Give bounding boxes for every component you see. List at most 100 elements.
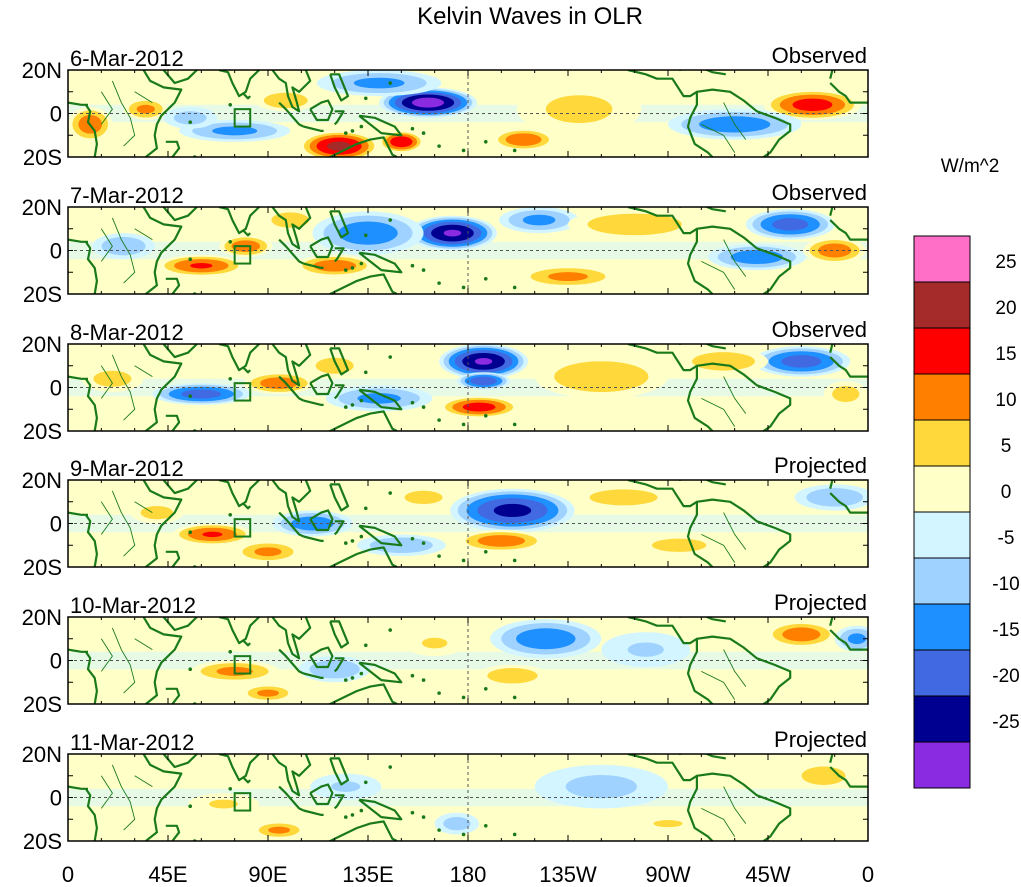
contour-level bbox=[390, 136, 413, 148]
country-border bbox=[701, 397, 736, 427]
map-panel: 20N 0 20S 10-Mar-2012 Projected bbox=[22, 590, 869, 717]
island-dot bbox=[437, 418, 441, 422]
anomaly-blob bbox=[803, 237, 866, 264]
island-dot bbox=[461, 148, 466, 153]
map-panel: 20N 0 20S 11-Mar-2012 Projected bbox=[22, 727, 869, 854]
country-border bbox=[701, 807, 736, 837]
island-dot bbox=[483, 139, 488, 144]
anomaly-blob bbox=[601, 632, 691, 668]
panel-status: Observed bbox=[772, 180, 867, 205]
chart-title: Kelvin Waves in OLR bbox=[417, 3, 643, 30]
coastline bbox=[329, 620, 350, 649]
anomaly-blob bbox=[476, 664, 548, 687]
coastline bbox=[333, 657, 345, 673]
coastline bbox=[242, 503, 251, 510]
anomaly-blob bbox=[299, 130, 380, 157]
island-dot bbox=[410, 810, 415, 815]
coastline bbox=[358, 661, 403, 684]
island-dot bbox=[363, 643, 368, 648]
colorbar-tick-label: 5 bbox=[1001, 436, 1012, 457]
x-tick-label: 45W bbox=[745, 862, 790, 887]
coastline bbox=[242, 367, 251, 374]
island-dot bbox=[343, 268, 348, 272]
island-dot bbox=[363, 780, 368, 785]
coastline bbox=[68, 785, 88, 790]
anomaly-blob bbox=[794, 484, 868, 511]
contour-level bbox=[589, 489, 658, 506]
island-dot bbox=[228, 650, 233, 654]
coastline bbox=[271, 480, 312, 523]
colorbar-swatch bbox=[913, 373, 971, 421]
colorbar-units: W/m^2 bbox=[941, 156, 1000, 177]
coastline bbox=[162, 480, 198, 495]
coastline bbox=[303, 535, 324, 543]
coastline bbox=[829, 617, 834, 626]
island-dot bbox=[343, 541, 348, 545]
contour-level bbox=[792, 98, 833, 112]
contour-level bbox=[493, 503, 532, 518]
x-axis: 0 45E 90E 135E 180 135W 90W 45W 0 bbox=[62, 862, 874, 887]
country-border bbox=[100, 365, 113, 399]
panel-status: Projected bbox=[774, 453, 867, 478]
coastlines bbox=[68, 207, 868, 294]
country-border bbox=[111, 80, 136, 147]
island-dot bbox=[188, 120, 193, 124]
coastline bbox=[333, 520, 345, 536]
y-tick-label: 20S bbox=[23, 829, 62, 854]
island-dot bbox=[461, 695, 466, 700]
region-box bbox=[233, 518, 252, 538]
island-dot bbox=[350, 266, 355, 270]
anomaly-blob bbox=[519, 265, 617, 288]
anomaly-blob bbox=[439, 396, 520, 418]
coastline bbox=[162, 617, 198, 632]
country-border bbox=[134, 365, 153, 377]
coastline bbox=[278, 511, 305, 538]
country-border bbox=[701, 260, 736, 290]
panel-date: 11-Mar-2012 bbox=[70, 730, 194, 755]
coastline bbox=[278, 648, 305, 675]
y-tick-label: 20N bbox=[22, 605, 62, 630]
anomaly-blob bbox=[792, 762, 855, 789]
anomaly-blob bbox=[568, 209, 702, 240]
coastline bbox=[333, 794, 345, 810]
coastline bbox=[333, 247, 345, 263]
country-border bbox=[701, 670, 736, 700]
island-dot bbox=[350, 403, 355, 407]
contour-level bbox=[190, 263, 213, 269]
country-border bbox=[134, 228, 153, 240]
y-tick-label: 20S bbox=[23, 555, 62, 580]
island-dot bbox=[421, 405, 426, 409]
country-border bbox=[134, 501, 153, 513]
contour-level bbox=[548, 272, 588, 282]
panel-date: 7-Mar-2012 bbox=[70, 183, 184, 208]
anomaly-blob bbox=[450, 488, 575, 533]
y-tick-label: 20S bbox=[23, 282, 62, 307]
x-tick-label: 135W bbox=[539, 862, 597, 887]
coastline bbox=[142, 207, 183, 294]
coastline bbox=[679, 207, 726, 213]
contour-level bbox=[404, 490, 443, 505]
coastline bbox=[142, 754, 183, 841]
anomaly-blob bbox=[765, 621, 837, 648]
y-tick-label: 20S bbox=[23, 419, 62, 444]
coastline bbox=[242, 93, 251, 100]
island-dot bbox=[359, 534, 364, 539]
coastline bbox=[303, 672, 324, 680]
island-dot bbox=[421, 815, 426, 819]
coastline bbox=[309, 236, 334, 259]
panel-status: Observed bbox=[772, 317, 867, 342]
island-dot bbox=[483, 276, 488, 281]
panel-date: 10-Mar-2012 bbox=[70, 593, 196, 618]
coastline bbox=[218, 754, 260, 782]
coastline bbox=[303, 809, 324, 817]
coastline bbox=[303, 125, 324, 132]
island-dot bbox=[512, 148, 517, 153]
coastline bbox=[358, 388, 403, 411]
anomaly-blob bbox=[379, 130, 424, 153]
anomaly-blob bbox=[312, 211, 424, 255]
coastline bbox=[278, 375, 305, 402]
coastline bbox=[84, 514, 99, 567]
colorbar-tick-label: -10 bbox=[992, 574, 1019, 595]
island-dot bbox=[461, 832, 466, 837]
colorbar-swatch bbox=[913, 419, 971, 467]
